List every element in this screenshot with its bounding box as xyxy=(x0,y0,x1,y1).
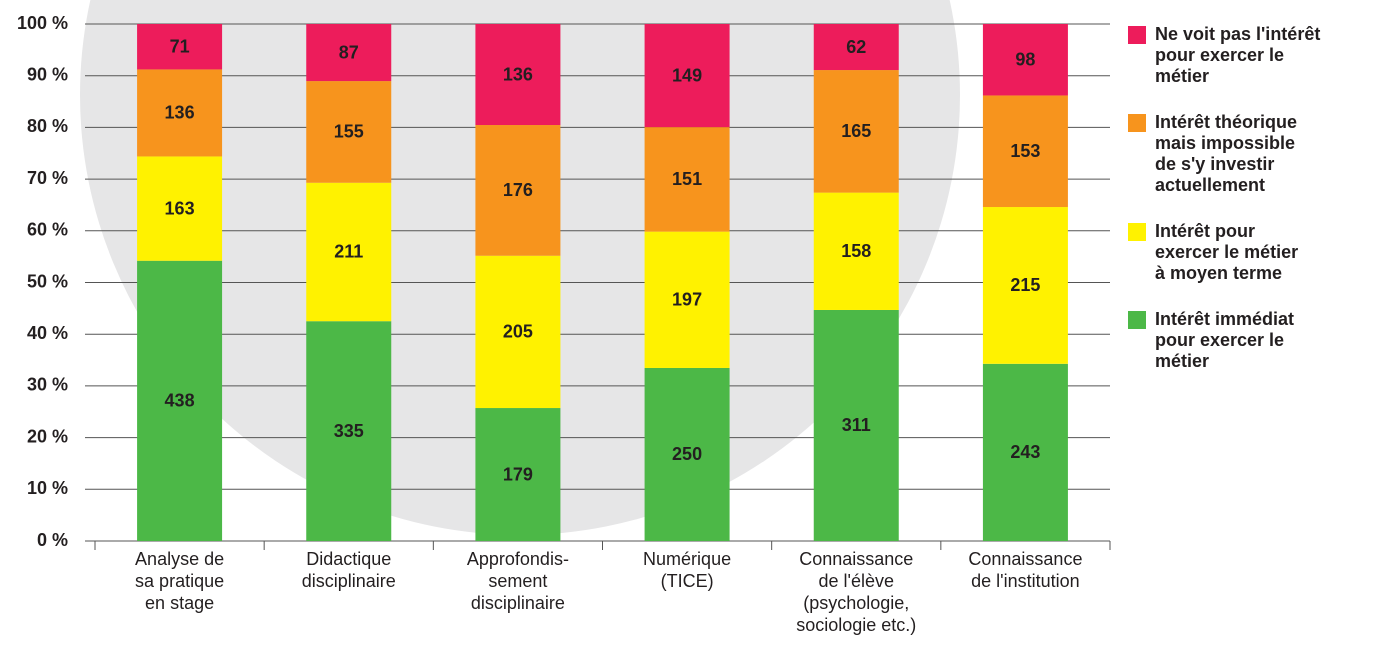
bar-segment xyxy=(137,24,223,70)
bar-segment xyxy=(137,260,223,541)
data-label: 197 xyxy=(672,290,702,310)
y-tick-label: 70 % xyxy=(27,168,68,188)
data-label: 87 xyxy=(339,42,359,62)
data-label: 98 xyxy=(1015,49,1035,69)
y-tick-label: 50 % xyxy=(27,271,68,291)
legend-swatch xyxy=(1128,311,1146,329)
legend-swatch xyxy=(1128,223,1146,241)
bar-segment xyxy=(644,127,730,232)
y-tick-label: 10 % xyxy=(27,478,68,498)
bar-segment xyxy=(306,81,392,183)
y-tick-label: 80 % xyxy=(27,116,68,136)
legend-swatch xyxy=(1128,26,1146,44)
bar-segment xyxy=(813,24,899,71)
x-tick-label: Connaissance de l'institution xyxy=(968,549,1082,591)
data-label: 211 xyxy=(334,242,363,262)
x-tick-label: Didactique disciplinaire xyxy=(302,549,396,591)
data-label: 153 xyxy=(1010,141,1040,161)
bar-segment xyxy=(644,231,730,368)
bar-segment xyxy=(644,24,730,128)
data-label: 335 xyxy=(334,421,364,441)
legend-label: Intérêt pour exercer le métier à moyen ter… xyxy=(1155,221,1298,283)
legend-label: Ne voit pas l'intérêt pour exercer le méti… xyxy=(1155,24,1320,86)
data-label: 158 xyxy=(841,241,871,261)
y-tick-label: 60 % xyxy=(27,220,68,240)
bar-segment xyxy=(475,408,561,541)
y-tick-label: 30 % xyxy=(27,375,68,395)
bar-segment xyxy=(475,125,561,256)
y-tick-label: 0 % xyxy=(37,530,68,550)
legend-label: Intérêt immédiat pour exercer le métier xyxy=(1155,309,1294,371)
data-label: 250 xyxy=(672,444,702,464)
bar-segment xyxy=(306,182,392,322)
y-tick-label: 90 % xyxy=(27,64,68,84)
bar-segment xyxy=(982,95,1068,208)
data-label: 136 xyxy=(165,103,195,123)
x-tick-label: Numérique (TICE) xyxy=(643,549,731,591)
data-label: 71 xyxy=(170,36,190,56)
data-label: 163 xyxy=(165,198,195,218)
y-tick-label: 100 % xyxy=(17,13,68,33)
bar-segment xyxy=(644,367,730,541)
bar-segment xyxy=(982,363,1068,541)
bar-segment xyxy=(813,192,899,310)
data-label: 243 xyxy=(1010,442,1040,462)
data-label: 155 xyxy=(334,122,364,142)
bar-segment xyxy=(813,309,899,541)
bar-segment xyxy=(475,255,561,409)
bar-segment xyxy=(475,24,561,126)
x-tick-label: Approfondis-sement disciplinaire xyxy=(467,549,569,613)
bar-segment xyxy=(813,70,899,193)
x-tick-label: Connaissance de l'élève (psychologie, socio… xyxy=(796,549,916,635)
legend-label: Intérêt théorique mais impossible de s'y i… xyxy=(1155,112,1297,195)
data-label: 151 xyxy=(672,169,702,189)
data-label: 179 xyxy=(503,464,533,484)
data-label: 136 xyxy=(503,64,533,84)
data-label: 62 xyxy=(846,37,866,57)
bar-segment xyxy=(982,24,1068,96)
bar-segment xyxy=(306,321,392,541)
data-label: 165 xyxy=(841,121,871,141)
data-label: 149 xyxy=(672,65,702,85)
data-label: 438 xyxy=(165,391,195,411)
bar-segment xyxy=(137,69,223,157)
y-tick-label: 20 % xyxy=(27,426,68,446)
data-label: 176 xyxy=(503,180,533,200)
data-label: 215 xyxy=(1010,275,1040,295)
x-tick-label: Analyse de sa pratique en stage xyxy=(135,549,224,613)
legend-swatch xyxy=(1128,114,1146,132)
bar-segment xyxy=(306,24,392,82)
bar-segment xyxy=(982,207,1068,364)
y-tick-label: 40 % xyxy=(27,323,68,343)
bar-segment xyxy=(137,156,223,261)
data-label: 205 xyxy=(503,322,533,342)
data-label: 311 xyxy=(842,415,871,435)
